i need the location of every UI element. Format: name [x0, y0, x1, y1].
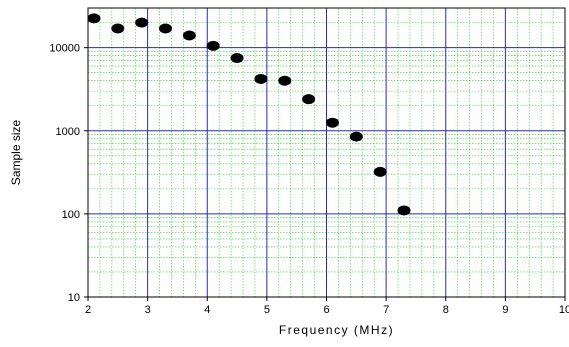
- x-tick-label: 2: [85, 304, 91, 316]
- x-tick-label: 7: [383, 304, 389, 316]
- data-point: [373, 166, 387, 177]
- y-tick-label: 10: [68, 292, 80, 304]
- data-point: [278, 75, 292, 86]
- y-tick-label: 100: [62, 209, 80, 221]
- data-point: [349, 131, 363, 142]
- x-tick-labels: 2 3 4 5 6 7 8 9 10: [85, 304, 569, 316]
- y-tick-label: 10000: [49, 43, 80, 55]
- x-tick-label: 3: [145, 304, 151, 316]
- data-point: [325, 117, 339, 128]
- x-tick-label: 8: [443, 304, 449, 316]
- data-points: [87, 13, 411, 216]
- x-tick-label: 9: [502, 304, 508, 316]
- major-grid: [88, 8, 565, 297]
- data-point: [302, 94, 316, 105]
- y-tick-labels: 10 100 1000 10000: [49, 43, 80, 304]
- axis-ticks: [84, 47, 566, 301]
- x-tick-label: 5: [264, 304, 270, 316]
- x-tick-label: 10: [559, 304, 569, 316]
- x-axis-title: Frequency (MHz): [279, 323, 394, 337]
- data-point: [254, 73, 268, 84]
- data-point: [397, 205, 411, 216]
- data-point: [111, 23, 125, 34]
- data-point: [206, 40, 220, 51]
- y-tick-label: 1000: [56, 126, 80, 138]
- x-tick-label: 6: [323, 304, 329, 316]
- y-axis-title: Sample size: [9, 120, 23, 186]
- data-point: [182, 30, 196, 41]
- data-point: [159, 23, 173, 34]
- data-point: [87, 13, 101, 24]
- data-point: [135, 17, 149, 28]
- x-tick-label: 4: [204, 304, 210, 316]
- data-point: [230, 53, 244, 64]
